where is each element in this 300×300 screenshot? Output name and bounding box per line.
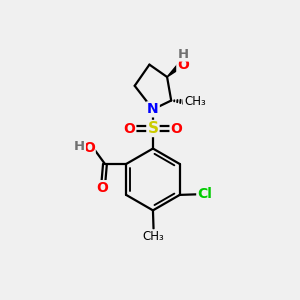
Text: O: O	[124, 122, 135, 136]
Text: CH₃: CH₃	[143, 230, 164, 243]
Text: Cl: Cl	[197, 187, 212, 201]
Text: O: O	[177, 58, 189, 72]
Text: S: S	[147, 121, 158, 136]
Text: O: O	[171, 122, 182, 136]
Text: H: H	[178, 47, 189, 61]
Polygon shape	[167, 63, 182, 77]
Text: O: O	[83, 141, 95, 155]
Text: N: N	[147, 102, 159, 116]
Text: O: O	[96, 181, 108, 195]
Text: CH₃: CH₃	[184, 95, 206, 108]
Text: H: H	[74, 140, 85, 153]
